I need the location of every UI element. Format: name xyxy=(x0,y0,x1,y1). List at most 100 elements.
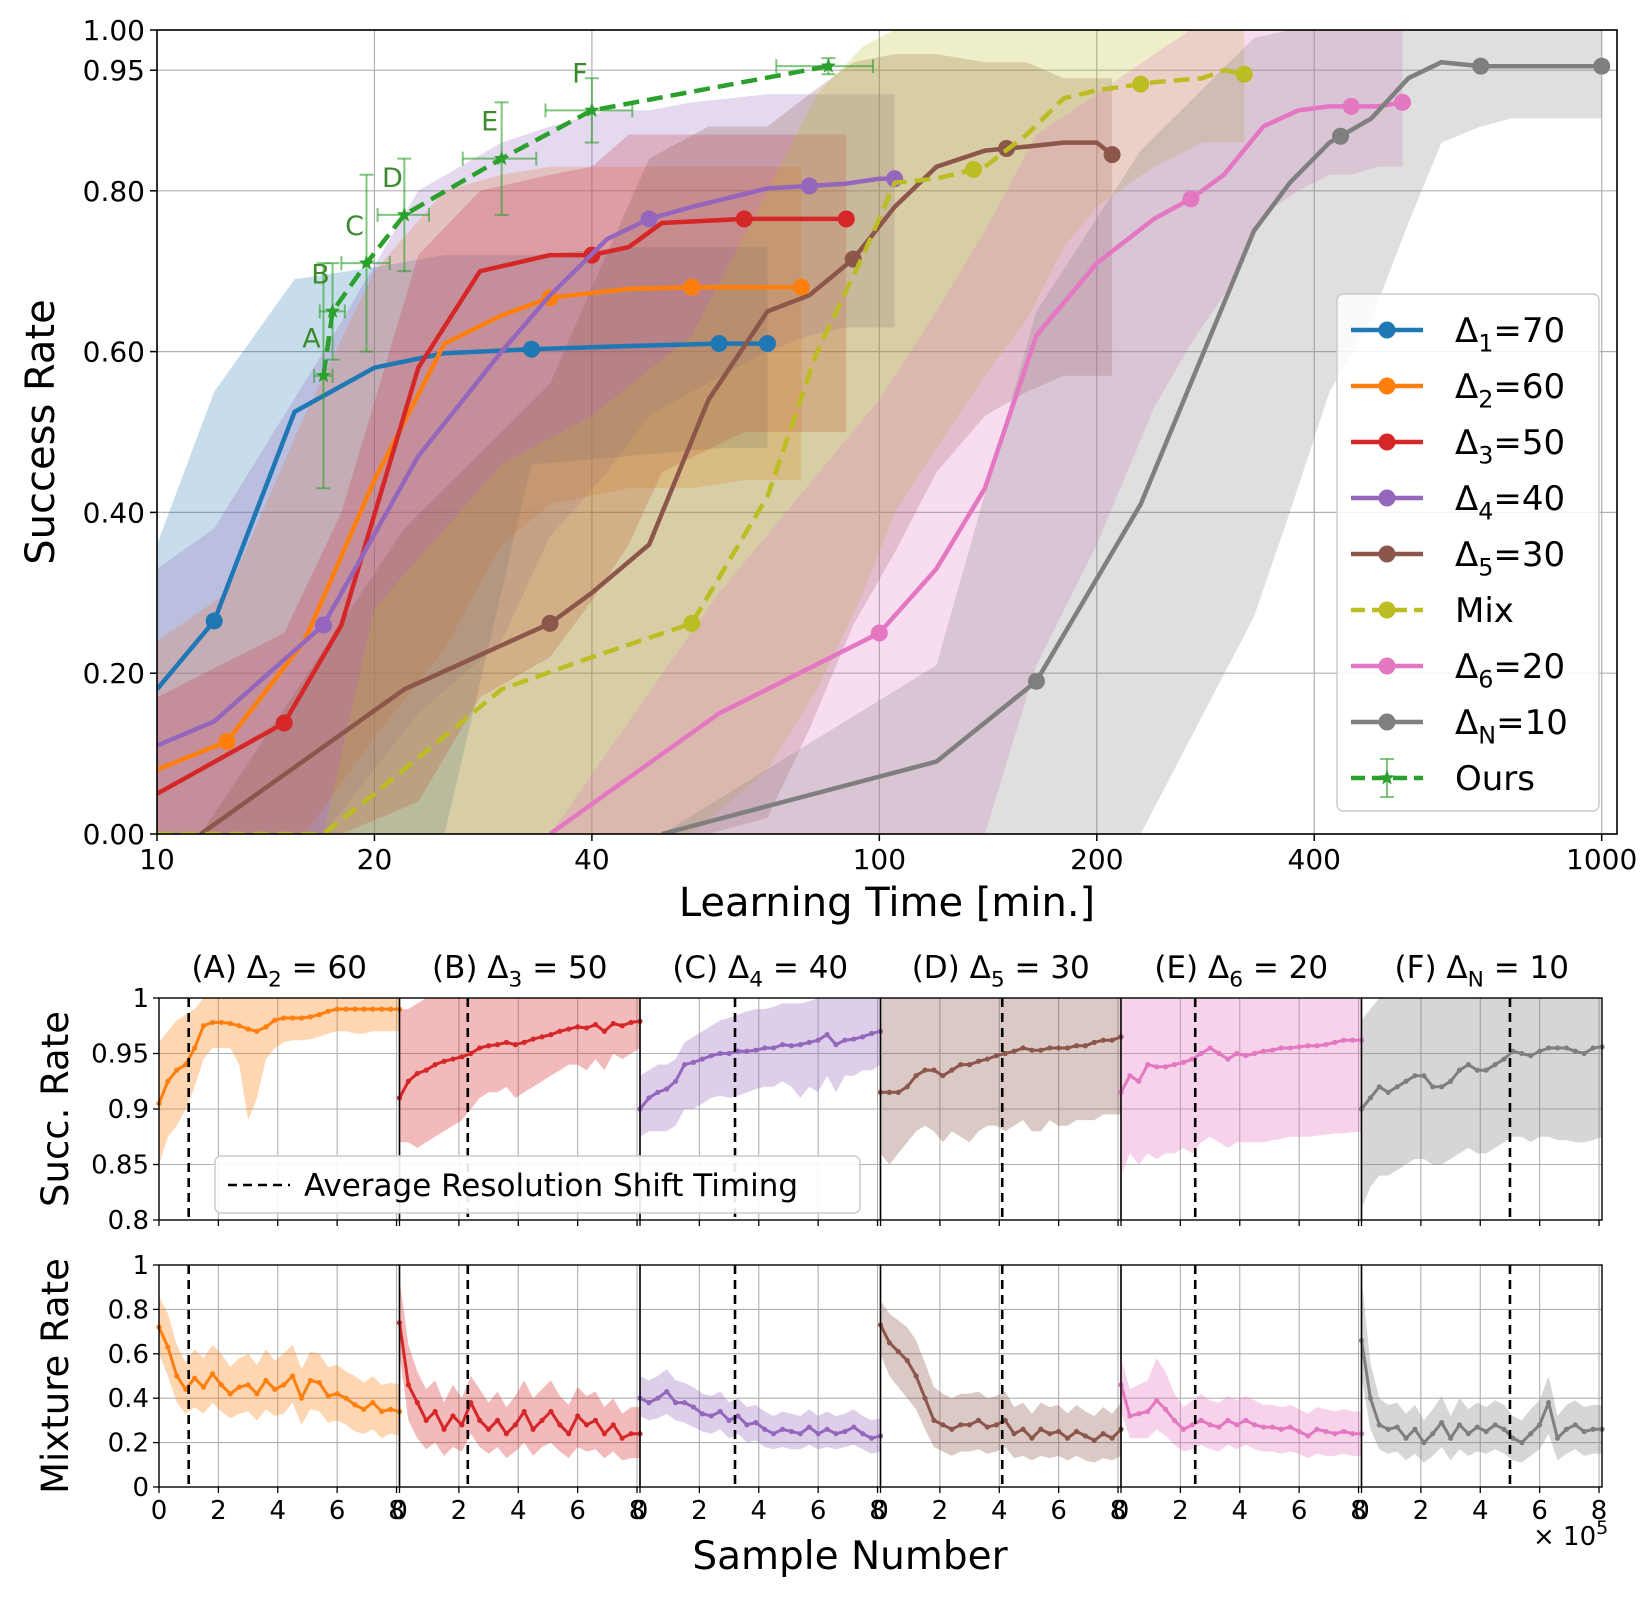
mix-xtick-label-0-4: 8 xyxy=(388,1496,405,1526)
succ-point-4-14 xyxy=(1243,1053,1249,1059)
mix-point-2-16 xyxy=(779,1426,786,1432)
mix-ytick-label-5: 1 xyxy=(132,1251,149,1281)
succ-point-1-13 xyxy=(512,1042,518,1048)
succ-point-4-16 xyxy=(1260,1048,1267,1054)
main-series-7 xyxy=(661,57,1611,834)
succ-point-2-22 xyxy=(833,1042,839,1048)
mix-point-4-1 xyxy=(1127,1413,1133,1419)
succ-point-3-2 xyxy=(895,1089,901,1095)
legend-marker-4 xyxy=(1378,545,1396,563)
mix-point-5-24 xyxy=(1572,1422,1578,1428)
main-marker-5-3 xyxy=(1235,65,1253,83)
mix-point-4-14 xyxy=(1243,1417,1249,1423)
subplot-title-3: (D) Δ5 = 30 xyxy=(912,950,1090,993)
mix-point-5-8 xyxy=(1430,1431,1436,1437)
mix-point-1-16 xyxy=(539,1417,545,1423)
mix-point-3-1 xyxy=(886,1340,893,1346)
mix-point-2-22 xyxy=(833,1431,839,1437)
mix-point-4-8 xyxy=(1189,1422,1195,1428)
mix-point-0-3 xyxy=(183,1386,189,1392)
mix-point-5-22 xyxy=(1554,1435,1561,1441)
succ-point-0-5 xyxy=(200,1023,207,1029)
mix-point-1-11 xyxy=(494,1417,501,1423)
succ-point-3-3 xyxy=(904,1084,910,1090)
mix-point-5-1 xyxy=(1367,1395,1374,1401)
main-marker-1-2 xyxy=(683,278,701,296)
main-marker-7-2 xyxy=(1472,57,1490,75)
ours-star-3 xyxy=(396,206,412,222)
mix-point-2-4 xyxy=(673,1400,679,1406)
mix-point-1-20 xyxy=(575,1413,581,1419)
mix-point-2-24 xyxy=(851,1424,857,1430)
main-marker-1-0 xyxy=(218,733,236,751)
legend-label-8: Ours xyxy=(1455,759,1535,799)
ours-star-2 xyxy=(358,255,375,270)
mix-point-5-5 xyxy=(1403,1435,1409,1441)
succ-ytick-label-2: 0.9 xyxy=(108,1095,149,1125)
main-series-6 xyxy=(548,93,1412,834)
succ-point-4-23 xyxy=(1323,1042,1329,1048)
mix-point-3-12 xyxy=(984,1424,990,1430)
succ-point-3-24 xyxy=(1091,1039,1097,1045)
succ-point-1-7 xyxy=(459,1054,465,1060)
mix-point-5-18 xyxy=(1519,1440,1525,1446)
mix-point-0-10 xyxy=(245,1382,251,1388)
mix-point-2-25 xyxy=(860,1431,866,1437)
mix-point-4-17 xyxy=(1269,1424,1276,1430)
succ-point-0-18 xyxy=(316,1012,322,1018)
succ-line-5 xyxy=(1360,1045,1603,1110)
subplot-x-axis-label: Sample Number xyxy=(692,1534,1008,1579)
succ-point-5-10 xyxy=(1447,1078,1454,1084)
mix-point-3-9 xyxy=(958,1422,964,1428)
succ-point-3-21 xyxy=(1064,1045,1071,1051)
succ-point-5-21 xyxy=(1545,1045,1552,1051)
succ-point-0-14 xyxy=(281,1015,287,1021)
legend-label-1: Δ2=60 xyxy=(1455,367,1565,414)
mix-point-5-11 xyxy=(1456,1422,1463,1428)
legend-label-0: Δ1=70 xyxy=(1455,311,1565,358)
succ-point-0-10 xyxy=(245,1026,251,1032)
succ-point-3-18 xyxy=(1038,1047,1044,1053)
mix-point-2-19 xyxy=(806,1424,812,1430)
succ-point-3-8 xyxy=(949,1067,955,1073)
main-y-axis-label: Success Rate xyxy=(18,299,64,564)
mix-point-4-19 xyxy=(1287,1424,1293,1430)
mix-point-0-19 xyxy=(325,1393,331,1399)
succ-point-3-13 xyxy=(993,1053,999,1059)
mix-point-3-21 xyxy=(1064,1435,1071,1441)
mix-point-2-3 xyxy=(664,1388,670,1395)
succ-point-5-24 xyxy=(1572,1048,1578,1054)
shift-legend: Average Resolution Shift Timing xyxy=(214,1155,861,1214)
mix-point-2-8 xyxy=(708,1413,714,1419)
succ-point-4-20 xyxy=(1296,1044,1302,1050)
mix-point-3-8 xyxy=(949,1426,955,1432)
main-marker-7-3 xyxy=(1593,57,1611,75)
main-series-0 xyxy=(157,335,776,691)
mix-point-0-25 xyxy=(379,1408,385,1415)
mix-point-3-11 xyxy=(975,1417,982,1423)
succ-point-3-9 xyxy=(958,1062,964,1068)
main-legend-box xyxy=(1336,293,1600,812)
succ-point-2-25 xyxy=(860,1034,866,1040)
succ-point-0-1 xyxy=(165,1078,171,1084)
succ-point-5-6 xyxy=(1412,1073,1418,1079)
succ-point-2-9 xyxy=(717,1050,723,1057)
mix-point-0-20 xyxy=(334,1391,340,1397)
succ-point-4-3 xyxy=(1145,1062,1151,1068)
succ-point-3-26 xyxy=(1109,1037,1115,1043)
legend-marker-0 xyxy=(1378,321,1396,339)
succ-point-4-1 xyxy=(1127,1073,1133,1079)
main-marker-6-3 xyxy=(1394,93,1412,111)
succ-band-4 xyxy=(1121,998,1362,1176)
succ-point-0-4 xyxy=(192,1045,198,1051)
succ-point-0-16 xyxy=(298,1015,305,1021)
main-line-4 xyxy=(199,140,1114,834)
ours-star-1 xyxy=(324,303,341,318)
mix-point-4-15 xyxy=(1252,1422,1258,1428)
mix-point-2-7 xyxy=(699,1411,705,1417)
mix-point-4-16 xyxy=(1260,1424,1267,1430)
mix-xtick-label-5-4: 8 xyxy=(1591,1496,1608,1526)
succ-ytick-label-3: 0.95 xyxy=(91,1040,149,1070)
succ-point-1-2 xyxy=(414,1070,420,1077)
